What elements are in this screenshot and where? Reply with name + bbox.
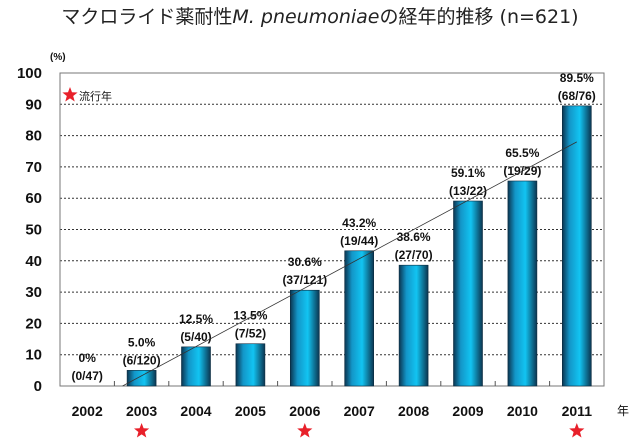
bar-2010	[507, 180, 538, 387]
bar-2003	[126, 370, 157, 387]
bar-2009	[453, 200, 483, 387]
count-label: (6/120)	[123, 353, 161, 367]
star-icon	[134, 423, 150, 438]
star-icon	[297, 423, 313, 438]
x-tick-label: 2011	[562, 403, 593, 419]
x-tick-label: 2006	[289, 403, 320, 419]
title-suffix: の経年的推移 (n=621)	[379, 6, 579, 28]
count-label: (27/70)	[395, 248, 433, 262]
count-label: (0/47)	[72, 369, 103, 383]
y-tick-label: 40	[25, 253, 42, 270]
x-tick-label: 2009	[452, 403, 483, 419]
x-tick-label: 2005	[235, 403, 266, 419]
star-icon	[569, 423, 585, 438]
legend-label: 流行年	[79, 89, 112, 103]
count-label: (7/52)	[235, 327, 266, 341]
y-tick-label: 10	[25, 347, 42, 364]
count-label: (13/22)	[449, 184, 487, 198]
count-label: (68/76)	[558, 89, 596, 103]
y-tick-label: 70	[25, 159, 42, 176]
value-label: 30.6%	[288, 255, 322, 269]
chart-title: マクロライド薬耐性M. pneumoniaeの経年的推移 (n=621)	[0, 2, 640, 29]
value-label: 5.0%	[128, 335, 156, 349]
x-tick-label: 2002	[72, 403, 103, 419]
y-tick-label: 90	[25, 96, 42, 113]
x-tick-label: 2004	[180, 403, 211, 419]
title-species: M. pneumoniae	[232, 6, 380, 28]
count-label: (37/121)	[282, 273, 327, 287]
value-label: 38.6%	[397, 230, 431, 244]
count-label: (5/40)	[180, 330, 211, 344]
value-label: 12.5%	[179, 312, 213, 326]
value-label: 43.2%	[342, 216, 376, 230]
count-label: (19/44)	[340, 234, 378, 248]
value-label: 89.5%	[560, 71, 594, 85]
y-tick-label: 30	[25, 284, 42, 301]
y-tick-label: 50	[25, 222, 42, 239]
x-tick-label: 2008	[398, 403, 429, 419]
x-tick-label: 2010	[507, 403, 538, 419]
x-tick-label: 2003	[126, 403, 157, 419]
bar-2006	[289, 289, 320, 387]
y-tick-label: 60	[25, 190, 42, 207]
legend-star-icon	[62, 87, 78, 102]
y-tick-label: 20	[25, 315, 42, 332]
bar-2008	[398, 264, 429, 387]
value-label: 59.1%	[451, 166, 485, 180]
legend: 流行年	[79, 89, 112, 103]
bar-2007	[344, 250, 375, 387]
y-tick-label: 100	[17, 65, 42, 82]
trendline	[122, 141, 577, 387]
bar-2011	[561, 105, 592, 387]
y-tick-label: 80	[25, 128, 42, 145]
title-prefix: マクロライド薬耐性	[61, 6, 233, 28]
y-tick-label: 0	[34, 378, 42, 395]
bar-2005	[235, 343, 266, 387]
bar-2004	[181, 346, 211, 387]
value-label: 65.5%	[505, 146, 539, 160]
x-tick-label: 2007	[344, 403, 375, 419]
value-label: 0%	[79, 351, 97, 365]
x-axis-unit: 年	[617, 404, 629, 418]
y-axis-unit: (%)	[50, 52, 66, 63]
